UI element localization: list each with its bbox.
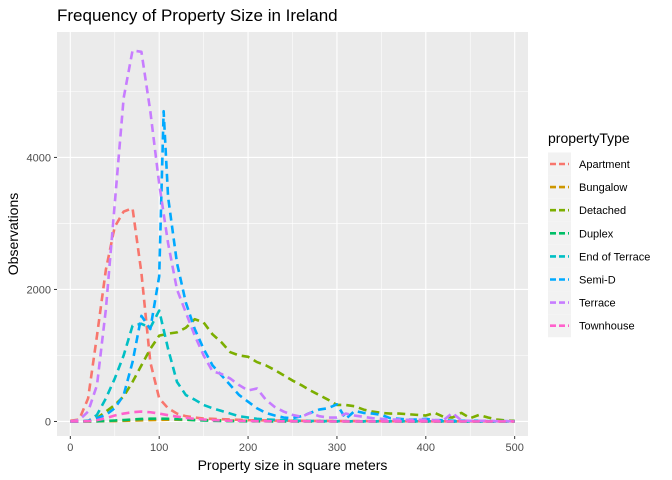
legend: propertyType Apartment Bungalow Detached Du… xyxy=(548,130,650,338)
legend-label-bungalow: Bungalow xyxy=(579,182,627,194)
series-line-detached xyxy=(70,317,515,423)
legend-title: propertyType xyxy=(548,130,630,146)
legend-label-townhouse: Townhouse xyxy=(579,321,635,333)
y-axis-title: Observations xyxy=(5,193,21,275)
legend-label-duplex: Duplex xyxy=(579,228,614,240)
series-line-townhouse xyxy=(70,410,515,423)
x-axis-title: Property size in square meters xyxy=(198,457,388,473)
series-line-terrace xyxy=(70,49,515,423)
x-tick-label: 300 xyxy=(328,442,346,454)
x-tick-label: 500 xyxy=(505,442,523,454)
x-tick-label: 0 xyxy=(67,442,73,454)
chart-title: Frequency of Property Size in Ireland xyxy=(57,6,338,25)
legend-label-detached: Detached xyxy=(579,205,626,217)
x-tick-label: 400 xyxy=(417,442,435,454)
x-tick-label: 200 xyxy=(239,442,257,454)
y-axis: 0 2000 4000 xyxy=(27,152,57,428)
y-tick-label: 2000 xyxy=(27,284,51,296)
y-tick-label: 4000 xyxy=(27,152,51,164)
x-tick-label: 100 xyxy=(150,442,168,454)
x-axis: 0 100 200 300 400 500 xyxy=(67,436,524,454)
legend-label-semi-d: Semi-D xyxy=(579,275,616,287)
legend-label-apartment: Apartment xyxy=(579,159,630,171)
grid-minor xyxy=(57,32,528,436)
y-tick-label: 0 xyxy=(45,416,51,428)
legend-label-terrace: Terrace xyxy=(579,298,616,310)
legend-label-end-of-terrace: End of Terrace xyxy=(579,251,650,263)
series-lines xyxy=(70,49,515,423)
